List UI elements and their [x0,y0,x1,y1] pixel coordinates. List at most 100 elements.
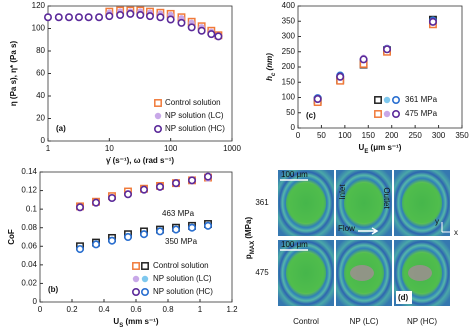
data-point [156,13,165,22]
y-tick-label: 0.12 [21,186,37,195]
contact-zone [286,183,326,223]
legend-marker [391,96,400,105]
axis-y-label: y [435,217,439,226]
y-tick-label: 60 [36,69,45,78]
legend-marker [141,275,149,283]
panel-label: (b) [48,285,59,294]
x-tick-label: 1000 [223,144,241,153]
panel-label: (a) [56,124,66,133]
legend-marker [374,96,382,104]
deposit [408,265,432,281]
y-tick-label: 80 [36,46,45,55]
contact-zone [286,253,326,293]
legend-marker [154,99,162,107]
data-point [172,179,181,188]
x-axis-label-part: U [359,143,365,152]
data-point [187,23,196,32]
inlet-label: Inlet [338,184,347,200]
plot-frame [297,5,463,129]
axis-x-label: x [454,228,458,237]
legend-marker [141,262,149,270]
y-tick-label: 0 [291,123,296,132]
legend-label: 361 MPa [405,95,438,104]
y-axis-label-part: h [265,76,274,81]
x-tick-label: 300 [432,131,446,140]
y-tick-label: 100 [32,24,46,33]
data-point [428,17,437,26]
legend-marker [141,287,150,296]
contact-zone [344,183,384,223]
row-axis-label-part: p [244,254,253,259]
x-tick-label: 0.4 [98,305,110,314]
legend-label: Control solution [165,98,221,107]
y-tick-label: 200 [282,62,296,71]
data-point [65,13,74,22]
y-tick-label: 120 [32,1,46,10]
data-point [166,15,175,24]
x-tick-label: 1.2 [226,305,238,314]
x-axis-label-part: E [364,149,368,155]
data-point [124,233,133,242]
data-point [204,221,213,230]
data-point [140,230,149,239]
x-tick-label: 50 [317,131,326,140]
x-tick-label: 200 [385,131,399,140]
data-point [313,95,322,104]
data-point [156,182,165,191]
data-point [145,12,154,21]
legend-marker [154,125,163,134]
legend-label: NP solution (HC) [153,287,213,296]
data-point [188,176,197,185]
row-label: 361 [255,198,269,207]
data-point [383,45,392,54]
x-axis-label-part: (μm s⁻¹) [368,143,401,152]
y-tick-label: 250 [282,47,296,56]
data-point [188,223,197,232]
panel-label: (c) [306,111,316,120]
data-point [336,72,345,81]
deposit [350,265,374,281]
y-tick-label: 0.14 [21,167,37,176]
legend-marker [154,112,162,120]
x-tick-label: 1 [46,144,51,153]
scale-bar-label: 100 μm [281,170,308,179]
y-axis-label: η (Pa s), η* (Pa s) [9,40,18,106]
data-point [108,236,117,245]
outlet-label: Outlet [382,187,391,209]
y-tick-label: 0.1 [26,204,38,213]
row-axis-label-part: MAX [250,241,256,254]
y-axis-label: hc (nm) [265,53,276,81]
data-point [54,13,63,22]
legend-marker [383,110,391,118]
axes-arrows [441,222,452,233]
data-point [76,245,85,254]
y-tick-label: 100 [282,93,296,102]
data-point [43,13,52,22]
legend-label: Control solution [153,261,209,270]
data-point [126,9,135,18]
x-axis-label: γ̇ (s⁻¹), ω (rad s⁻¹) [106,156,174,165]
y-tick-label: 400 [282,1,296,10]
scale-bar-label: 100 μm [281,240,308,249]
x-axis-label-part: U [113,317,119,326]
data-point [74,13,83,22]
y-tick-label: 50 [286,108,295,117]
legend-label: NP solution (HC) [165,124,225,133]
y-tick-label: 0.08 [21,223,37,232]
flow-arrow [358,227,379,235]
panel-label: (d) [398,293,409,302]
x-tick-label: 0 [296,131,301,140]
legend-marker [132,262,140,270]
data-point [92,198,101,207]
x-tick-label: 150 [362,131,376,140]
x-tick-label: 0.6 [130,305,142,314]
column-label: NP (HC) [407,317,437,326]
group-annotation: 350 MPa [165,237,198,246]
y-axis-label-part: c [271,72,277,76]
data-point [140,185,149,194]
data-point [84,13,93,22]
contact-zone [402,183,442,223]
data-point [177,18,186,27]
legend-marker [391,110,400,119]
